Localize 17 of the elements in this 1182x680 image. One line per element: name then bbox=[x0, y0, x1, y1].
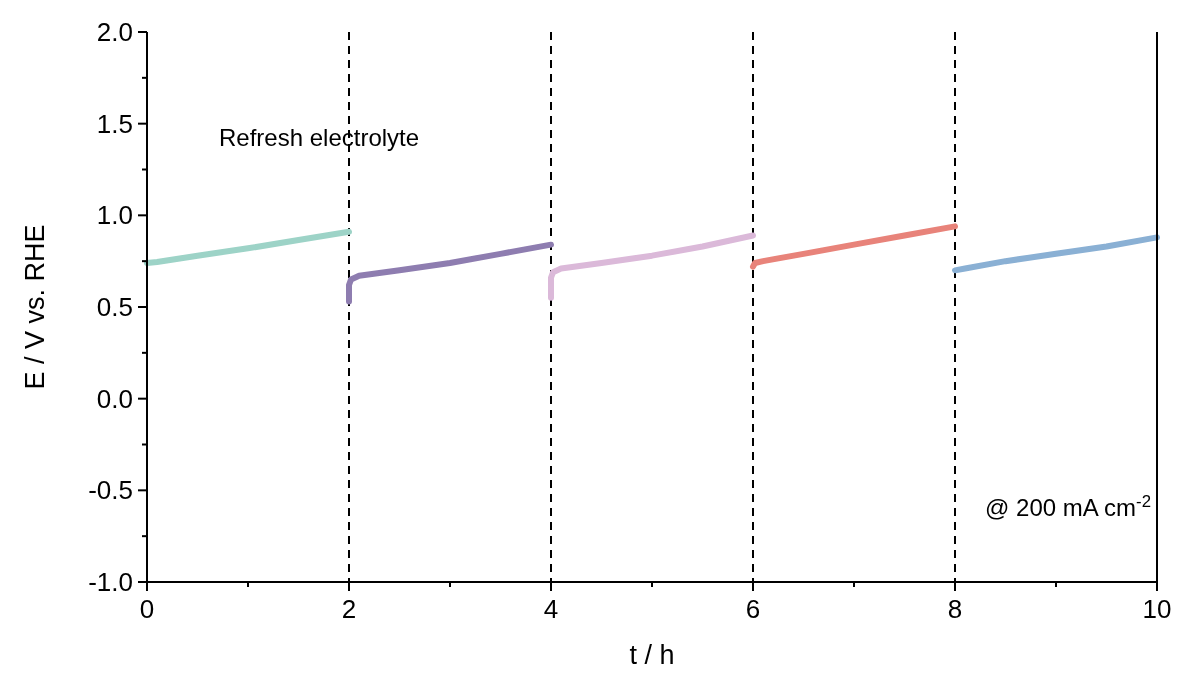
y-tick-label: 0.5 bbox=[96, 292, 133, 323]
y-tick-label: 2.0 bbox=[96, 17, 133, 48]
y-tick-label: -1.0 bbox=[88, 567, 133, 598]
annotation: @ 200 mA cm$^{-2}$ bbox=[985, 491, 1151, 521]
x-tick-label: 8 bbox=[947, 594, 963, 624]
annotation: Refresh electrolyte bbox=[219, 124, 420, 151]
x-tick-label: 2 bbox=[341, 594, 357, 624]
y-tick-label: 1.0 bbox=[96, 200, 133, 231]
x-tick-label: 10 bbox=[1142, 594, 1172, 624]
y-tick-label: 0.0 bbox=[96, 383, 133, 414]
y-tick-label: -0.5 bbox=[88, 475, 133, 506]
x-tick-label: 0 bbox=[139, 594, 155, 624]
x-axis-title: t / h bbox=[629, 640, 675, 670]
y-tick-label: 1.5 bbox=[96, 108, 133, 139]
y-axis-title: E / V vs. RHE bbox=[20, 224, 50, 390]
x-tick-label: 4 bbox=[543, 594, 559, 624]
x-tick-label: 6 bbox=[745, 594, 761, 624]
